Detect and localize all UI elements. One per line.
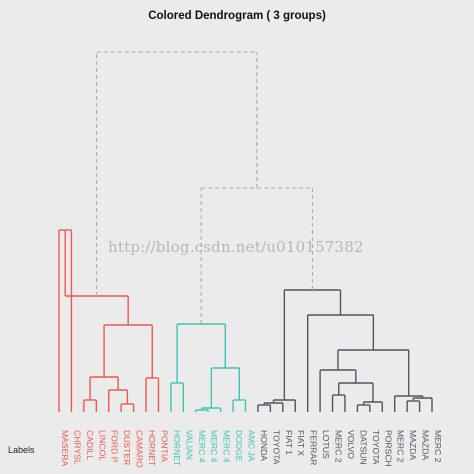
leaf-label: MERC 4 [209, 430, 219, 463]
leaf-label: FERRAR [309, 430, 319, 465]
leaf-label: PONTIA [159, 430, 169, 462]
leaf-label: HONDA [259, 430, 269, 461]
leaf-label: LINCOL [97, 430, 107, 461]
leaf-label: TOYOTA [271, 430, 281, 465]
leaf-label: FIAT 1 [284, 430, 294, 455]
leaf-label: PORSCH [383, 430, 393, 467]
leaf-label: MERC 4 [197, 430, 207, 463]
leaf-label: MERC 2 [396, 430, 406, 463]
leaf-label: MASERA [60, 430, 70, 467]
leaf-label: HORNET [147, 430, 157, 467]
x-axis-label: Labels [8, 445, 35, 455]
leaf-label: DATSUN [358, 430, 368, 465]
leaf-label: AMC JA [247, 430, 257, 462]
leaf-label: VOLVO [346, 430, 356, 459]
leaf-label: VALIAN [184, 430, 194, 460]
leaf-label: HORNET [172, 430, 182, 467]
leaf-label: MAZDA [421, 430, 431, 460]
leaf-label: FIAT X [296, 430, 306, 456]
watermark: http://blog.csdn.net/u010157382 [108, 238, 364, 256]
leaf-label: FORD P [110, 430, 120, 463]
chart-title: Colored Dendrogram ( 3 groups) [148, 10, 326, 22]
leaf-label: MERC 2 [334, 430, 344, 463]
leaf-label: DODGE [234, 430, 244, 462]
leaf-label: CADILL [85, 430, 95, 460]
leaf-label: MERC 2 [433, 430, 443, 463]
leaf-label: TOYOTA [371, 430, 381, 465]
leaf-label: MERC 4 [222, 430, 232, 463]
leaf-label: CAMARO [135, 430, 145, 468]
leaf-label: LOTUS [321, 430, 331, 459]
leaf-label: CHRYSL [72, 430, 82, 465]
leaf-label: DUSTER [122, 430, 132, 465]
leaf-label: MAZDA [408, 430, 418, 460]
